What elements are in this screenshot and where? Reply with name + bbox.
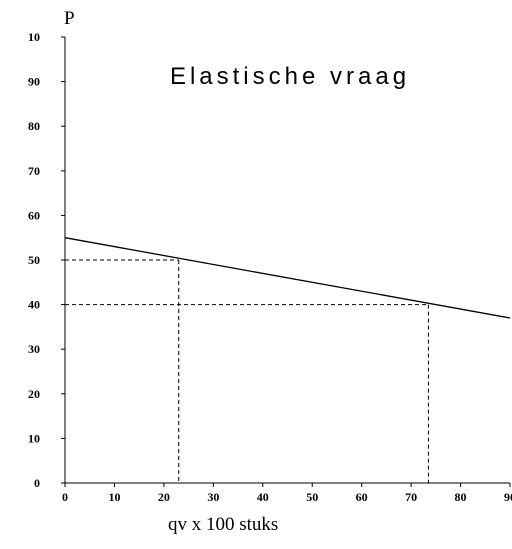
- demand-line: [64, 237, 511, 319]
- x-tick-label: 10: [108, 490, 120, 504]
- y-tick-label: 20: [28, 387, 40, 401]
- x-tick-label: 60: [356, 490, 368, 504]
- x-tick-label: 20: [158, 490, 170, 504]
- y-tick-label: 60: [28, 208, 40, 222]
- y-tick-label: 50: [28, 253, 40, 267]
- x-tick-label: 40: [257, 490, 269, 504]
- x-tick-label: 70: [405, 490, 417, 504]
- y-tick-label: 10: [28, 30, 40, 44]
- series: [64, 237, 511, 319]
- y-tick-label: 0: [34, 476, 40, 490]
- x-tick-label: 0: [62, 490, 68, 504]
- y-tick-label: 30: [28, 342, 40, 356]
- y-tick-label: 80: [28, 119, 40, 133]
- x-tick-label: 80: [455, 490, 467, 504]
- ticks: 0 10 20 30 40 50 60 70 80 90 0 10 20 30 40 50 60 70 80 90 10: [28, 30, 512, 504]
- y-axis-title: P: [64, 8, 75, 29]
- y-tick-label: 40: [28, 298, 40, 312]
- chart-title: Elastische vraag: [170, 63, 410, 90]
- reference-lines: [65, 259, 429, 483]
- y-tick-label: 10: [28, 431, 40, 445]
- x-axis-title: qv x 100 stuks: [168, 514, 278, 535]
- x-tick-label: 50: [306, 490, 318, 504]
- x-tick-label: 90: [504, 490, 512, 504]
- x-tick-label: 30: [207, 490, 219, 504]
- y-tick-label: 70: [28, 164, 40, 178]
- y-tick-label: 90: [28, 75, 40, 89]
